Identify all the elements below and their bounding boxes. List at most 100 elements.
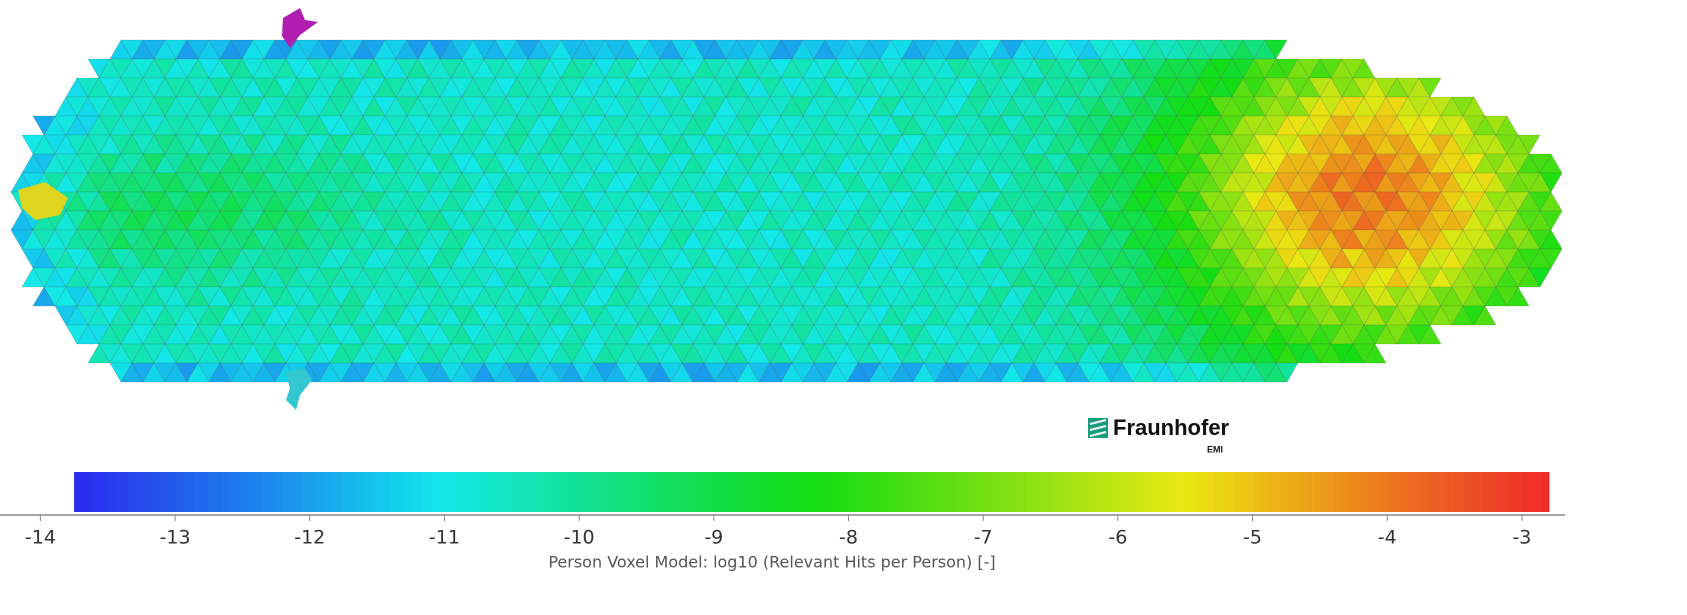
colorbar-stripe — [1387, 472, 1396, 512]
colorbar-stripe — [952, 472, 960, 512]
colorbar-stripe — [107, 472, 115, 512]
colorbar-stripe — [1072, 472, 1081, 512]
colorbar-stripe — [1414, 472, 1423, 512]
colorbar-stripe — [550, 472, 558, 512]
colorbar-stripe — [751, 472, 759, 512]
colorbar-stripe — [871, 472, 880, 512]
colorbar-stripe — [918, 472, 927, 512]
colorbar-stripe — [1488, 472, 1496, 512]
mesh-cell — [1275, 362, 1299, 383]
colorbar-stripe — [1066, 472, 1074, 512]
mesh-cell — [1506, 286, 1530, 307]
colorbar-stripe — [489, 472, 497, 512]
colorbar-stripe — [1046, 472, 1054, 512]
mesh-cell — [1539, 210, 1563, 231]
colorbar-stripe — [1025, 472, 1034, 512]
colorbar-stripe — [583, 472, 591, 512]
colorbar-stripe — [114, 472, 122, 512]
colorbar-stripe — [74, 472, 82, 512]
colorbar-stripe — [1294, 472, 1302, 512]
colorbar-stripe — [1086, 472, 1094, 512]
colorbar-stripe — [992, 472, 1000, 512]
colorbar-stripe — [328, 472, 337, 512]
colorbar-stripe — [1394, 472, 1402, 512]
colorbar-stripe — [241, 472, 249, 512]
colorbar-stripe — [1200, 472, 1208, 512]
mesh-cell — [1517, 134, 1541, 155]
colorbar-stripe — [811, 472, 819, 512]
colorbar-stripe — [905, 472, 913, 512]
colorbar-stripe — [1367, 472, 1376, 512]
colorbar-stripe — [831, 472, 839, 512]
colorbar-stripe — [94, 472, 102, 512]
colorbar-stripe — [717, 472, 725, 512]
colorbar-stripe — [1273, 472, 1282, 512]
colorbar-stripe — [885, 472, 893, 512]
colorbar-stripe — [1146, 472, 1154, 512]
colorbar-stripe — [677, 472, 685, 512]
colorbar-stripe — [1099, 472, 1108, 512]
colorbar-stripe — [657, 472, 665, 512]
colorbar-stripe — [858, 472, 866, 512]
colorbar-stripe — [1280, 472, 1289, 512]
colorbar-stripe — [818, 472, 826, 512]
colorbar-stripe — [415, 472, 424, 512]
x-tick-label: -9 — [704, 527, 723, 549]
colorbar-stripe — [684, 472, 692, 512]
colorbar-stripe — [375, 472, 384, 512]
mesh-cell — [1363, 343, 1387, 364]
colorbar-stripe — [737, 472, 746, 512]
colorbar-stripe — [469, 472, 477, 512]
x-tick-label: -11 — [429, 527, 460, 549]
colorbar-stripe — [1341, 472, 1349, 512]
colorbar-stripe — [1206, 472, 1215, 512]
colorbar-stripe — [1320, 472, 1329, 512]
colorbar-stripe — [1381, 472, 1389, 512]
colorbar-stripe — [1300, 472, 1309, 512]
colorbar-stripe — [308, 472, 316, 512]
marker-yellow — [18, 182, 68, 220]
x-tick-label: -5 — [1243, 527, 1262, 549]
colorbar-stripe — [275, 472, 283, 512]
x-axis-label: Person Voxel Model: log10 (Relevant Hits… — [548, 553, 995, 572]
logo-lines — [1089, 419, 1107, 437]
colorbar-stripe — [938, 472, 947, 512]
colorbar-stripe — [536, 472, 544, 512]
colorbar-stripe — [590, 472, 598, 512]
colorbar-stripe — [141, 472, 149, 512]
colorbar-stripe — [194, 472, 203, 512]
colorbar-stripe — [201, 472, 209, 512]
logo-sub: EMI — [1207, 444, 1223, 454]
colorbar — [74, 472, 1550, 512]
colorbar-stripe — [476, 472, 484, 512]
colorbar-stripe — [1522, 472, 1530, 512]
colorbar-stripe — [87, 472, 95, 512]
colorbar-stripe — [181, 472, 189, 512]
colorbar-stripe — [261, 472, 270, 512]
colorbar-stripe — [1495, 472, 1503, 512]
x-tick-label: -8 — [839, 527, 858, 549]
colorbar-stripe — [1515, 472, 1523, 512]
colorbar-stripe — [255, 472, 263, 512]
logo: Fraunhofer EMI — [1088, 415, 1230, 454]
colorbar-stripe — [1126, 472, 1134, 512]
colorbar-stripe — [610, 472, 618, 512]
colorbar-stripe — [295, 472, 303, 512]
colorbar-stripe — [972, 472, 980, 512]
colorbar-stripe — [1327, 472, 1335, 512]
colorbar-stripe — [851, 472, 859, 512]
colorbar-stripe — [268, 472, 276, 512]
colorbar-stripe — [1528, 472, 1537, 512]
colorbar-stripe — [1508, 472, 1516, 512]
colorbar-stripe — [543, 472, 551, 512]
colorbar-stripe — [1461, 472, 1469, 512]
colorbar-stripe — [529, 472, 538, 512]
colorbar-stripe — [1428, 472, 1436, 512]
colorbar-stripe — [1481, 472, 1490, 512]
colorbar-stripe — [1133, 472, 1141, 512]
colorbar-stripe — [838, 472, 846, 512]
colorbar-stripe — [1361, 472, 1369, 512]
colorbar-stripe — [523, 472, 531, 512]
colorbar-stripe — [1267, 472, 1275, 512]
x-tick-label: -14 — [25, 527, 56, 549]
